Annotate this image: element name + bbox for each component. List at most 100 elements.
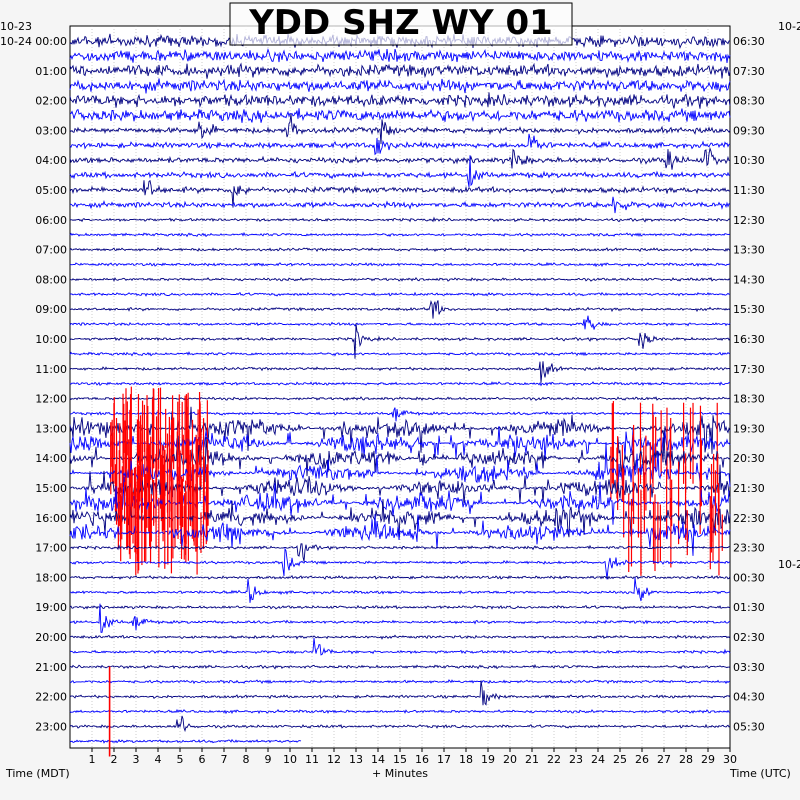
seismic-trace (69, 381, 731, 387)
hour-label-left: 22:00 (35, 691, 67, 704)
hour-label-left: 13:00 (35, 422, 67, 435)
hour-label-left: 17:00 (35, 542, 67, 555)
hour-label-left: 05:00 (35, 184, 67, 197)
hour-label-left: 11:00 (35, 363, 67, 376)
seismic-trace (69, 276, 731, 282)
seismic-trace (69, 113, 731, 145)
seismic-trace (69, 261, 730, 268)
hour-label-right: 03:30 (733, 661, 765, 674)
hour-label-left: 02:00 (35, 95, 67, 108)
x-tick-label: 12 (327, 753, 341, 766)
hour-label-left: 07:00 (35, 244, 67, 257)
seismic-trace (69, 604, 730, 610)
hour-label-left: 18:00 (35, 571, 67, 584)
seismic-trace (69, 543, 731, 562)
hour-label-right: 02:30 (733, 631, 765, 644)
seismic-trace (69, 231, 731, 238)
seismic-trace (69, 48, 731, 63)
seismic-trace (69, 247, 731, 253)
hour-label-right: 10:30 (733, 154, 765, 167)
x-tick-label: 18 (459, 753, 473, 766)
x-tick-label: 30 (723, 753, 737, 766)
seismic-trace (69, 514, 731, 556)
hour-label-right: 17:30 (733, 363, 765, 376)
x-tick-label: 26 (635, 753, 649, 766)
seismic-trace (69, 323, 731, 359)
title-box (229, 2, 573, 46)
hour-label-right: 09:30 (733, 124, 765, 137)
hour-label-right: 01:30 (733, 601, 765, 614)
x-tick-label: 19 (481, 753, 495, 766)
seismic-trace (69, 299, 731, 319)
x-tick-label: 10 (283, 753, 297, 766)
x-tick-label: 9 (265, 753, 272, 766)
right-hour-labels: 06:30 07:30 08:30 09:30 10:30 11:30 12:30 13:30… (733, 35, 765, 733)
seismic-trace (70, 577, 731, 603)
hour-label-left: 03:00 (35, 124, 67, 137)
seismic-trace (69, 133, 731, 156)
hour-label-right: 12:30 (733, 214, 765, 227)
hour-label-left: 23:00 (35, 720, 67, 733)
seismic-trace (69, 603, 731, 633)
seismic-trace (69, 62, 731, 79)
trace-group (69, 26, 731, 757)
seismic-trace (69, 708, 731, 715)
x-tick-label: 24 (591, 753, 605, 766)
seismic-trace (69, 196, 731, 214)
hour-label-left: 19:00 (35, 601, 67, 614)
hour-label-left: 12:00 (35, 393, 67, 406)
x-tick-label: 25 (613, 753, 627, 766)
hour-label-left: 01:00 (35, 65, 67, 78)
seismic-trace (69, 499, 731, 538)
seismic-trace (69, 574, 731, 580)
seismic-trace (69, 78, 731, 94)
hour-label-right: 16:30 (733, 333, 765, 346)
seismic-trace (69, 426, 731, 467)
x-tick-label: 4 (155, 753, 162, 766)
x-tick-label: 23 (569, 753, 583, 766)
hour-label-left: 08:00 (35, 273, 67, 286)
hour-label-right: 00:30 (733, 571, 765, 584)
x-tick-label: 21 (525, 753, 539, 766)
x-tick-label: 7 (221, 753, 228, 766)
x-tick-label: 16 (415, 753, 429, 766)
x-tick-label: 5 (177, 753, 184, 766)
date-label-left-1: 10-23 (0, 20, 32, 33)
seismic-trace (69, 146, 731, 170)
seismic-trace (69, 679, 730, 685)
seismic-trace (69, 407, 731, 422)
date-label-right-1: 10-2 (778, 20, 800, 33)
hour-label-left: 00:00 (35, 35, 67, 48)
x-tick-label: 1 (89, 753, 96, 766)
seismic-trace (69, 216, 731, 223)
x-tick-label: 14 (371, 753, 385, 766)
hour-label-left: 20:00 (35, 631, 67, 644)
x-tick-label: 8 (243, 753, 250, 766)
hour-label-right: 08:30 (733, 95, 765, 108)
hour-label-right: 11:30 (733, 184, 765, 197)
hour-label-right: 22:30 (733, 512, 765, 525)
chart-title: YDD SHZ WY 01 (248, 3, 553, 43)
seismic-trace (69, 351, 731, 357)
date-label-right-2: 10-2 (778, 558, 800, 571)
hour-label-left: 16:00 (35, 512, 67, 525)
seismic-trace (69, 406, 731, 454)
seismic-trace (70, 663, 731, 670)
seismic-trace (69, 738, 302, 744)
hour-label-right: 18:30 (733, 393, 765, 406)
seismic-trace (69, 92, 731, 109)
hour-label-left: 15:00 (35, 482, 67, 495)
x-tick-label: 27 (657, 753, 671, 766)
seismic-trace (69, 291, 731, 297)
hour-label-left: 04:00 (35, 154, 67, 167)
seismic-trace (69, 179, 731, 208)
seismic-trace (69, 547, 731, 580)
hour-label-left: 10:00 (35, 333, 67, 346)
hour-label-right: 07:30 (733, 65, 765, 78)
x-tick-label: 2 (111, 753, 118, 766)
hour-label-right: 19:30 (733, 422, 765, 435)
seismic-trace (69, 680, 731, 706)
date-label-left-2: 10-24 (0, 35, 32, 48)
x-tick-label: 15 (393, 753, 407, 766)
